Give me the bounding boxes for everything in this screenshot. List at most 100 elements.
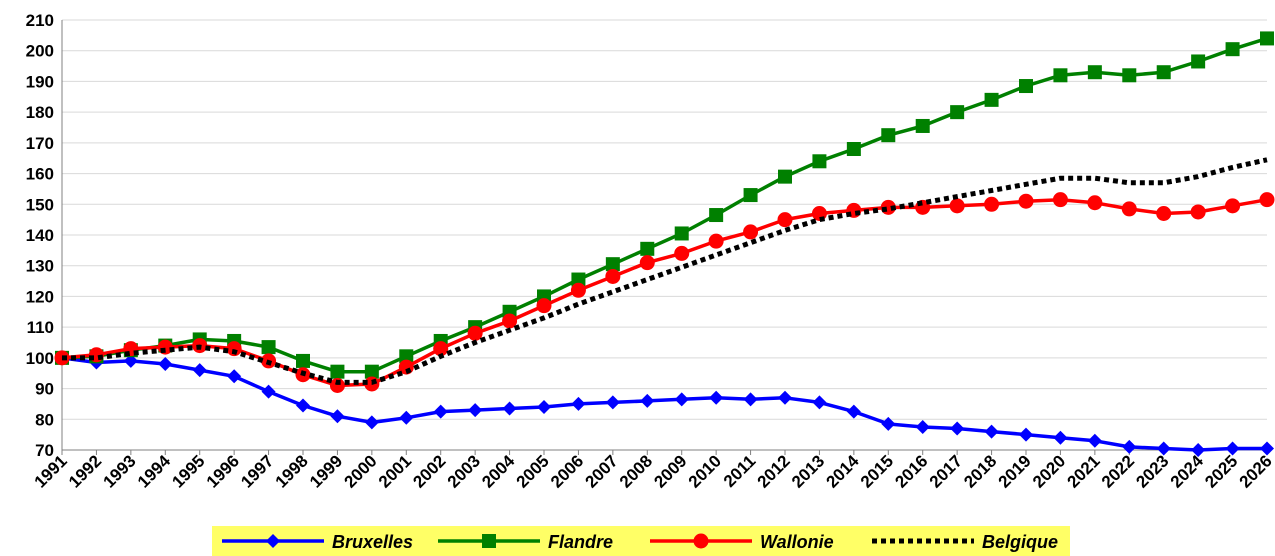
- data-point-wallonie: [1156, 206, 1172, 221]
- series-line-belgique: [62, 157, 1268, 385]
- x-tick-label: 1998: [272, 451, 312, 491]
- data-point-bruxelles: [846, 404, 861, 419]
- data-point-wallonie: [1225, 198, 1241, 214]
- data-point-flandre: [640, 241, 655, 256]
- y-tick-label: 110: [27, 318, 54, 337]
- legend-label-bruxelles: Bruxelles: [332, 532, 413, 552]
- x-tick-label: 1996: [203, 451, 243, 491]
- x-tick-label: 2007: [582, 451, 622, 491]
- series-line-bruxelles: [61, 356, 1267, 452]
- data-point-flandre: [881, 128, 896, 143]
- y-tick-label: 150: [26, 195, 54, 214]
- data-point-flandre: [605, 257, 620, 272]
- data-point-bruxelles: [261, 384, 276, 399]
- x-tick-label: 2015: [857, 451, 897, 491]
- x-tick-label: 2024: [1167, 451, 1208, 492]
- y-tick-label: 120: [26, 287, 54, 306]
- data-point-flandre: [812, 154, 827, 169]
- data-point-bruxelles: [192, 363, 207, 378]
- data-point-flandre: [571, 272, 586, 287]
- data-point-flandre: [1225, 42, 1240, 57]
- data-point-bruxelles: [1087, 433, 1102, 448]
- data-point-bruxelles: [709, 390, 724, 405]
- y-tick-label: 100: [26, 349, 54, 368]
- legend-marker-wallonie: [693, 533, 709, 549]
- data-point-flandre: [1087, 65, 1102, 80]
- data-point-bruxelles: [502, 401, 517, 416]
- x-tick-label: 2019: [995, 451, 1035, 491]
- data-point-bruxelles: [778, 390, 792, 405]
- x-tick-label: 2014: [823, 451, 864, 492]
- data-point-bruxelles: [984, 424, 999, 439]
- data-point-flandre: [846, 142, 861, 156]
- data-point-wallonie: [949, 198, 965, 214]
- data-point-flandre: [1053, 68, 1068, 83]
- data-point-bruxelles: [1053, 430, 1068, 445]
- data-point-wallonie: [605, 268, 621, 284]
- x-tick-label: 2025: [1201, 451, 1241, 491]
- data-point-wallonie: [639, 255, 655, 271]
- data-point-wallonie: [467, 325, 483, 341]
- data-point-wallonie: [570, 282, 586, 298]
- data-point-flandre: [984, 92, 999, 107]
- data-point-bruxelles: [571, 396, 586, 411]
- y-tick-label: 80: [35, 410, 54, 429]
- data-point-flandre: [778, 169, 792, 184]
- data-point-flandre: [1122, 68, 1137, 83]
- data-point-wallonie: [984, 196, 1000, 212]
- data-point-wallonie: [433, 341, 449, 357]
- data-point-flandre: [1019, 79, 1033, 94]
- data-point-wallonie: [1121, 201, 1137, 217]
- data-point-wallonie: [502, 313, 518, 329]
- data-point-wallonie: [1190, 204, 1206, 220]
- data-point-flandre: [296, 353, 310, 368]
- data-point-bruxelles: [950, 421, 965, 436]
- y-tick-label: 180: [26, 103, 54, 122]
- data-point-flandre: [364, 364, 379, 379]
- x-tick-label: 2013: [788, 451, 828, 491]
- data-point-flandre: [674, 226, 689, 241]
- data-point-bruxelles: [915, 419, 930, 434]
- data-point-flandre: [743, 188, 758, 203]
- data-point-bruxelles: [1191, 443, 1206, 457]
- x-tick-label: 2004: [478, 451, 519, 492]
- x-tick-label: 2011: [720, 451, 760, 491]
- x-tick-label: 2010: [685, 451, 725, 491]
- data-point-wallonie: [674, 245, 690, 261]
- x-tick-label: 2022: [1098, 451, 1138, 491]
- data-point-wallonie: [329, 378, 345, 393]
- x-tick-label: 2021: [1064, 451, 1104, 491]
- data-point-bruxelles: [296, 398, 310, 413]
- data-point-bruxelles: [433, 404, 448, 419]
- data-point-wallonie: [777, 212, 793, 228]
- data-point-flandre: [330, 364, 345, 379]
- data-point-bruxelles: [364, 415, 379, 430]
- x-tick-label: 2002: [409, 451, 449, 491]
- y-tick-label: 90: [35, 380, 54, 399]
- legend-label-wallonie: Wallonie: [760, 532, 834, 552]
- data-point-flandre: [261, 340, 276, 355]
- data-point-flandre: [1191, 54, 1206, 69]
- data-point-wallonie: [708, 233, 724, 249]
- x-tick-label: 1997: [237, 451, 277, 491]
- y-tick-label: 70: [35, 441, 54, 460]
- data-point-bruxelles: [537, 400, 551, 414]
- x-tick-label: 1999: [306, 451, 346, 491]
- x-tick-label: 2017: [926, 451, 966, 491]
- y-tick-label: 140: [26, 226, 54, 245]
- data-point-bruxelles: [399, 410, 414, 425]
- y-tick-label: 210: [26, 11, 54, 30]
- data-point-bruxelles: [674, 392, 689, 407]
- data-point-bruxelles: [1156, 441, 1171, 456]
- data-point-flandre: [950, 105, 965, 120]
- data-point-bruxelles: [812, 395, 827, 410]
- data-point-bruxelles: [1225, 441, 1240, 456]
- x-tick-label: 2003: [444, 451, 484, 491]
- grid-lines: [62, 19, 1267, 451]
- data-point-wallonie: [536, 298, 552, 314]
- data-point-flandre: [1156, 65, 1171, 80]
- data-point-flandre: [915, 118, 930, 133]
- x-tick-label: 2006: [547, 451, 587, 491]
- data-point-bruxelles: [640, 393, 655, 408]
- data-point-bruxelles: [468, 403, 483, 418]
